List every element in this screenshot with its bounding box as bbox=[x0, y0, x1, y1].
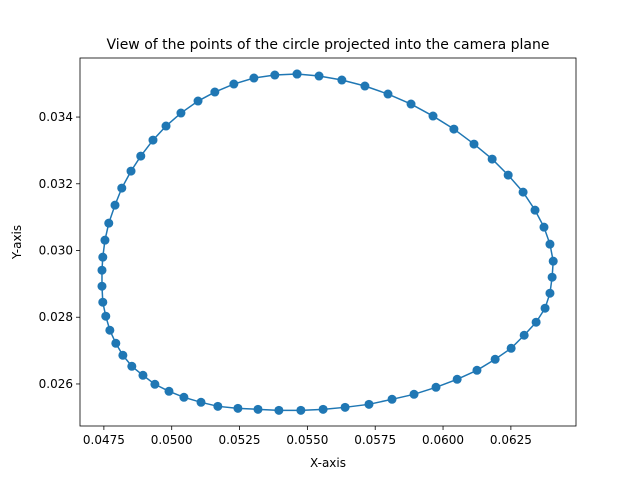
data-point bbox=[196, 397, 206, 407]
data-point bbox=[100, 235, 110, 245]
data-point bbox=[176, 108, 186, 118]
data-point bbox=[118, 350, 128, 360]
data-point bbox=[101, 311, 111, 321]
data-point bbox=[449, 124, 459, 134]
y-tick-label: 0.034 bbox=[39, 110, 73, 124]
data-point bbox=[148, 135, 158, 145]
data-point bbox=[469, 139, 479, 149]
data-point bbox=[545, 288, 555, 298]
data-point bbox=[110, 200, 120, 210]
data-point bbox=[229, 79, 239, 89]
x-axis-label: X-axis bbox=[310, 456, 346, 470]
data-point bbox=[150, 379, 160, 389]
data-point bbox=[136, 151, 146, 161]
x-tick-label: 0.0625 bbox=[490, 433, 532, 447]
data-point bbox=[249, 73, 259, 83]
data-point bbox=[111, 338, 121, 348]
y-tick-label: 0.026 bbox=[39, 377, 73, 391]
data-point bbox=[127, 361, 137, 371]
data-point bbox=[340, 402, 350, 412]
data-point bbox=[253, 404, 263, 414]
x-tick-label: 0.0600 bbox=[422, 433, 464, 447]
data-point bbox=[530, 205, 540, 215]
data-point bbox=[531, 317, 541, 327]
x-tick-label: 0.0525 bbox=[219, 433, 261, 447]
data-point bbox=[360, 81, 370, 91]
x-tick-label: 0.0500 bbox=[151, 433, 193, 447]
y-tick-label: 0.032 bbox=[39, 177, 73, 191]
data-point bbox=[314, 71, 324, 81]
y-tick-label: 0.030 bbox=[39, 244, 73, 258]
x-tick-label: 0.0575 bbox=[354, 433, 396, 447]
data-point bbox=[233, 403, 243, 413]
data-point bbox=[296, 405, 306, 415]
y-axis-label: Y-axis bbox=[10, 225, 24, 260]
data-point bbox=[539, 222, 549, 232]
data-point bbox=[490, 354, 500, 364]
data-point bbox=[210, 87, 220, 97]
x-tick-label: 0.0550 bbox=[286, 433, 328, 447]
data-point bbox=[383, 89, 393, 99]
plot-frame bbox=[79, 57, 577, 427]
data-point bbox=[364, 399, 374, 409]
data-point bbox=[428, 111, 438, 121]
y-tick-label: 0.028 bbox=[39, 310, 73, 324]
data-point bbox=[387, 394, 397, 404]
data-point bbox=[545, 239, 555, 249]
data-point bbox=[540, 303, 550, 313]
data-point bbox=[337, 75, 347, 85]
data-point bbox=[487, 154, 497, 164]
data-point bbox=[138, 370, 148, 380]
data-point bbox=[161, 121, 171, 131]
data-point bbox=[126, 166, 136, 176]
data-point bbox=[406, 99, 416, 109]
data-point bbox=[98, 252, 108, 262]
data-point bbox=[97, 281, 107, 291]
data-point bbox=[164, 386, 174, 396]
data-point bbox=[104, 218, 114, 228]
data-point bbox=[179, 392, 189, 402]
data-point bbox=[503, 170, 513, 180]
data-point bbox=[193, 96, 203, 106]
data-point bbox=[213, 401, 223, 411]
data-point bbox=[409, 389, 419, 399]
data-point bbox=[506, 343, 516, 353]
data-point bbox=[318, 404, 328, 414]
x-tick-label: 0.0475 bbox=[83, 433, 125, 447]
data-point bbox=[431, 382, 441, 392]
data-point bbox=[547, 272, 557, 282]
data-point bbox=[274, 405, 284, 415]
data-point bbox=[519, 330, 529, 340]
data-point bbox=[117, 183, 127, 193]
data-point bbox=[518, 187, 528, 197]
data-point bbox=[548, 256, 558, 266]
chart-title: View of the points of the circle project… bbox=[107, 37, 550, 53]
data-point bbox=[452, 374, 462, 384]
data-point bbox=[292, 69, 302, 79]
data-point bbox=[472, 365, 482, 375]
data-point bbox=[270, 70, 280, 80]
data-point bbox=[97, 265, 107, 275]
data-point bbox=[98, 297, 108, 307]
data-point bbox=[105, 325, 115, 335]
